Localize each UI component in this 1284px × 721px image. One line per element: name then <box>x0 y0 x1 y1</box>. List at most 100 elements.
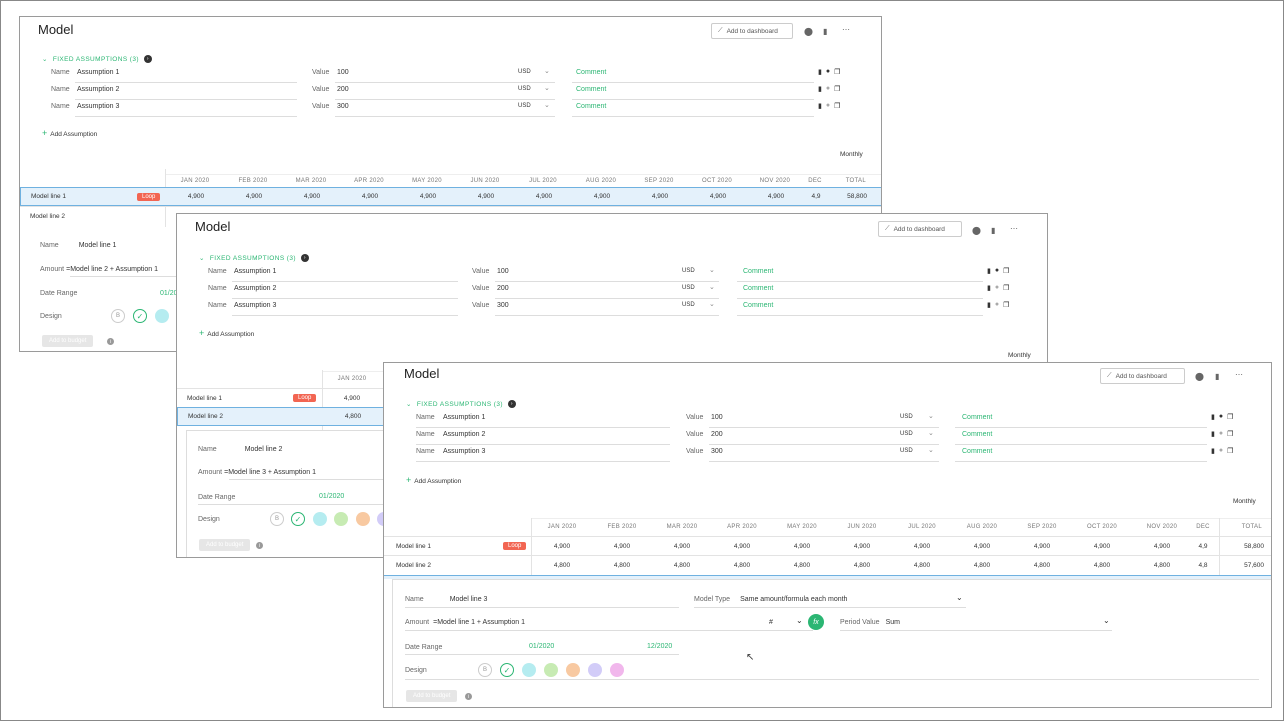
color-swatch[interactable] <box>588 663 602 677</box>
add-assumption-button[interactable]: + Add Assumption <box>42 128 98 138</box>
currency-select[interactable]: USD <box>518 69 531 75</box>
check-icon[interactable]: ✓ <box>133 309 147 323</box>
info-icon[interactable]: › <box>507 400 516 408</box>
assumption-value-input[interactable]: 300 <box>337 103 349 110</box>
trash-icon[interactable]: ▮ <box>987 302 991 309</box>
table-row[interactable]: Model line 2 4,800 <box>177 407 387 426</box>
location-pin-icon[interactable]: ⬤ <box>972 226 981 235</box>
copy-icon[interactable]: ❐ <box>1003 285 1010 292</box>
comment-input[interactable]: Comment <box>962 414 993 421</box>
add-to-dashboard-button[interactable]: ⟋ Add to dashboard <box>711 23 793 39</box>
comment-input[interactable]: Comment <box>962 431 993 438</box>
trash-icon[interactable]: ▮ <box>1211 431 1215 438</box>
location-pin-icon[interactable]: ● <box>1218 447 1224 454</box>
assumption-value-input[interactable]: 200 <box>337 86 349 93</box>
location-pin-icon[interactable]: ● <box>994 284 1000 291</box>
unit-select[interactable]: # <box>769 619 773 626</box>
info-icon[interactable]: i <box>256 542 263 549</box>
trash-icon[interactable]: ▮ <box>1211 414 1215 421</box>
comment-input[interactable]: Comment <box>743 268 774 275</box>
model-line-name-input[interactable]: Model line 2 <box>244 446 283 453</box>
add-to-budget-button[interactable]: Add to budget <box>406 690 458 702</box>
fixed-assumptions-toggle[interactable]: ⌄ FIXED ASSUMPTIONS (3) › <box>42 55 152 63</box>
copy-icon[interactable]: ❐ <box>834 69 841 76</box>
currency-select[interactable]: USD <box>900 414 913 420</box>
add-to-budget-button[interactable]: Add to budget <box>199 539 251 551</box>
copy-icon[interactable]: ❐ <box>1003 268 1010 275</box>
location-pin-icon[interactable]: ● <box>994 267 1000 274</box>
currency-select[interactable]: USD <box>682 285 695 291</box>
comment-input[interactable]: Comment <box>576 86 607 93</box>
location-pin-icon[interactable]: ● <box>825 85 831 92</box>
more-options-icon[interactable]: ⋯ <box>1010 224 1018 233</box>
model-type-select[interactable]: Same amount/formula each month <box>740 596 848 603</box>
bold-toggle[interactable]: B <box>270 512 284 526</box>
copy-icon[interactable]: ❐ <box>1227 431 1234 438</box>
check-icon[interactable]: ✓ <box>291 512 305 526</box>
formula-fx-button[interactable]: fx <box>808 614 824 630</box>
add-to-budget-button[interactable]: Add to budget <box>42 335 94 347</box>
assumption-value-input[interactable]: 100 <box>337 69 349 76</box>
assumption-name-input[interactable]: Assumption 1 <box>234 268 277 275</box>
add-to-dashboard-button[interactable]: ⟋ Add to dashboard <box>1100 368 1185 384</box>
assumption-value-input[interactable]: 200 <box>711 431 723 438</box>
table-row[interactable]: Model line 1 Loop 4,900 4,900 4,900 4,900 4,… <box>384 536 1271 555</box>
trash-icon[interactable]: ▮ <box>818 86 822 93</box>
location-pin-icon[interactable]: ⬤ <box>804 27 813 36</box>
table-row[interactable]: Model line 1 Loop 4,900 4,900 4,900 4,900 4,… <box>20 187 881 206</box>
assumption-name-input[interactable]: Assumption 2 <box>234 285 277 292</box>
model-line-name-input[interactable]: Model line 3 <box>449 596 488 603</box>
more-options-icon[interactable]: ⋯ <box>1235 370 1243 379</box>
assumption-name-input[interactable]: Assumption 3 <box>234 302 277 309</box>
color-swatch[interactable] <box>313 512 327 526</box>
trash-icon[interactable]: ▮ <box>823 27 828 36</box>
trash-icon[interactable]: ▮ <box>818 69 822 76</box>
copy-icon[interactable]: ❐ <box>834 86 841 93</box>
location-pin-icon[interactable]: ● <box>825 68 831 75</box>
info-icon[interactable]: i <box>107 338 114 345</box>
info-icon[interactable]: i <box>465 693 472 700</box>
end-date-input[interactable]: 12/2020 <box>647 643 673 650</box>
currency-select[interactable]: USD <box>900 431 913 437</box>
color-swatch[interactable] <box>566 663 580 677</box>
copy-icon[interactable]: ❐ <box>1227 414 1234 421</box>
trash-icon[interactable]: ▮ <box>1211 448 1215 455</box>
assumption-name-input[interactable]: Assumption 3 <box>443 448 486 455</box>
bold-toggle[interactable]: B <box>111 309 125 323</box>
currency-select[interactable]: USD <box>518 103 531 109</box>
currency-select[interactable]: USD <box>900 448 913 454</box>
add-assumption-button[interactable]: + Add Assumption <box>406 475 462 485</box>
info-icon[interactable]: › <box>143 55 152 63</box>
assumption-name-input[interactable]: Assumption 3 <box>77 103 120 110</box>
start-date-input[interactable]: 01/2020 <box>529 643 555 650</box>
currency-select[interactable]: USD <box>682 302 695 308</box>
fixed-assumptions-toggle[interactable]: ⌄ FIXED ASSUMPTIONS (3) › <box>199 254 309 262</box>
period-select[interactable]: Monthly <box>1008 352 1031 359</box>
table-row[interactable]: Model line 1 Loop 4,900 <box>177 388 387 407</box>
info-icon[interactable]: › <box>300 254 309 262</box>
copy-icon[interactable]: ❐ <box>1003 302 1010 309</box>
comment-input[interactable]: Comment <box>743 302 774 309</box>
assumption-value-input[interactable]: 100 <box>711 414 723 421</box>
location-pin-icon[interactable]: ● <box>825 102 831 109</box>
table-row[interactable]: Model line 2 4,800 4,800 4,800 4,800 4,800 4,… <box>384 555 1271 574</box>
assumption-value-input[interactable]: 300 <box>711 448 723 455</box>
period-select[interactable]: Monthly <box>1233 498 1256 505</box>
amount-formula-input[interactable]: =Model line 2 + Assumption 1 <box>66 266 158 273</box>
color-swatch[interactable] <box>155 309 169 323</box>
comment-input[interactable]: Comment <box>743 285 774 292</box>
copy-icon[interactable]: ❐ <box>1227 448 1234 455</box>
assumption-name-input[interactable]: Assumption 1 <box>443 414 486 421</box>
assumption-value-input[interactable]: 100 <box>497 268 509 275</box>
assumption-name-input[interactable]: Assumption 2 <box>443 431 486 438</box>
trash-icon[interactable]: ▮ <box>987 268 991 275</box>
assumption-value-input[interactable]: 200 <box>497 285 509 292</box>
start-date-input[interactable]: 01/2020 <box>319 493 345 500</box>
comment-input[interactable]: Comment <box>576 69 607 76</box>
add-to-dashboard-button[interactable]: ⟋ Add to dashboard <box>878 221 962 237</box>
color-swatch[interactable] <box>356 512 370 526</box>
check-icon[interactable]: ✓ <box>500 663 514 677</box>
amount-formula-input[interactable]: =Model line 3 + Assumption 1 <box>224 469 316 476</box>
trash-icon[interactable]: ▮ <box>987 285 991 292</box>
model-line-name-input[interactable]: Model line 1 <box>78 242 117 249</box>
